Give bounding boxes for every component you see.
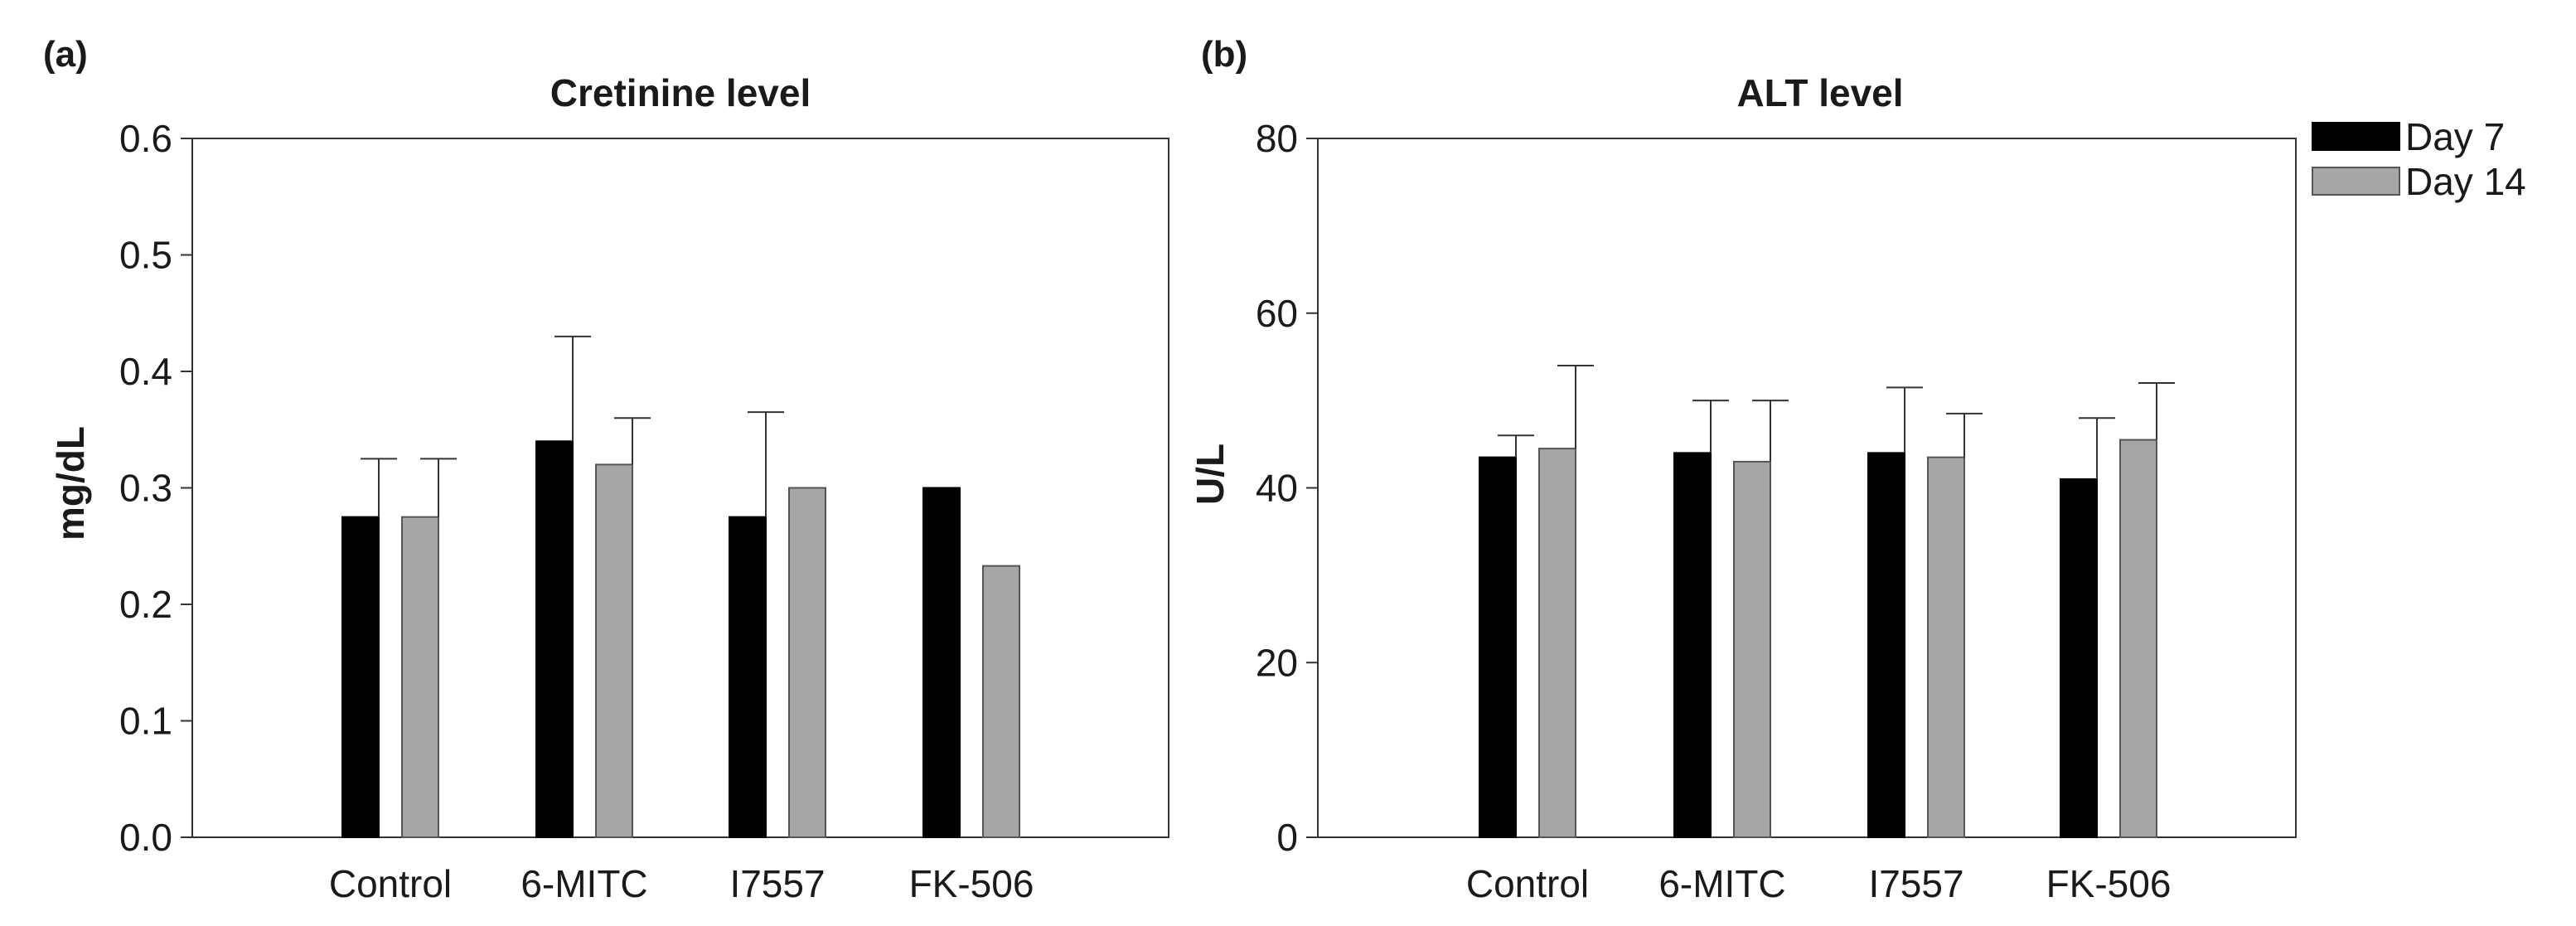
panel-a-title: Cretinine level — [550, 71, 811, 114]
panel-a-bar-day-14-fk-506 — [982, 565, 1020, 838]
panel-b-y-tick-label: 80 — [1256, 117, 1298, 160]
panel-b-x-tick-label-i7557: I7557 — [1868, 862, 1963, 905]
panel-b-title: ALT level — [1736, 71, 1903, 114]
panel-b-y-tick-label: 40 — [1256, 467, 1298, 510]
panel-a: (a) Cretinine level mg/dL 0.00.10.20.30.… — [43, 34, 1169, 905]
panel-a-plot-frame — [191, 138, 1169, 838]
panel-a-bar-day-7-i7557 — [729, 516, 767, 838]
panel-b-bar-day-7-fk-506 — [2060, 478, 2098, 839]
panel-b-label: (b) — [1201, 34, 1247, 75]
panel-a-y-axis-label: mg/dL — [49, 426, 92, 541]
panel-a-y-tick-label: 0.1 — [119, 700, 172, 743]
panel-a-label: (a) — [43, 34, 88, 75]
panel-b-y-tick-label: 60 — [1256, 292, 1298, 335]
panel-a-x-tick-label-control: Control — [329, 862, 452, 905]
panel-b-x-tick-label-fk-506: FK-506 — [2046, 862, 2172, 905]
panel-b-x-tick-label-control: Control — [1466, 862, 1589, 905]
legend-label-day-14: Day 14 — [2405, 160, 2526, 203]
panel-a-bar-day-14-i7557 — [788, 487, 826, 838]
panel-b-bar-day-14-fk-506 — [2119, 439, 2157, 838]
panel-a-y-tick-label: 0.5 — [119, 234, 172, 277]
panel-a-bar-day-7-control — [341, 516, 380, 838]
panel-b-bar-day-14-6-mitc — [1733, 460, 1771, 838]
panel-a-bar-day-7-6-mitc — [535, 440, 574, 838]
legend-swatch-day-7 — [2312, 122, 2400, 151]
panel-a-y-tick-label: 0.2 — [119, 583, 172, 626]
panel-b-axes: 0 20 40 60 80 Control 6-MITC I7557 FK-506 — [1256, 117, 2175, 905]
panel-b-y-tick-label: 20 — [1256, 641, 1298, 684]
panel-a-x-tick-label-i7557: I7557 — [729, 862, 825, 905]
panel-b-y-axis-label: U/L — [1189, 444, 1232, 505]
legend-label-day-7: Day 7 — [2405, 115, 2505, 158]
panel-a-y-tick-label: 0.4 — [119, 350, 172, 393]
panel-a-x-tick-label-fk-506: FK-506 — [909, 862, 1034, 905]
panel-a-axes: 0.0 0.1 0.2 0.3 0.4 0.5 0.6 Control 6-MITC I7557 F… — [119, 117, 1034, 905]
panel-b-bar-day-7-control — [1479, 456, 1517, 839]
panel-a-y-tick-label: 0.0 — [119, 816, 172, 859]
panel-b-bar-day-7-6-mitc — [1673, 452, 1712, 838]
panel-a-bar-day-7-fk-506 — [922, 487, 961, 838]
legend-swatch-day-14 — [2312, 167, 2400, 196]
panel-b-bar-day-7-i7557 — [1867, 452, 1905, 838]
panel-b-x-tick-label-6-mitc: 6-MITC — [1658, 862, 1785, 905]
panel-b: (b) ALT level U/L 0 20 40 60 80 Control 6-MITC… — [1189, 34, 2297, 905]
panel-a-bar-day-14-control — [401, 516, 439, 838]
legend: Day 7 Day 14 — [2312, 115, 2526, 203]
panel-b-bar-day-14-i7557 — [1927, 456, 1965, 839]
panel-a-x-tick-label-6-mitc: 6-MITC — [521, 862, 647, 905]
panel-a-bar-day-14-6-mitc — [595, 463, 633, 839]
panel-a-y-tick-label: 0.3 — [119, 467, 172, 510]
panel-b-y-tick-label: 0 — [1276, 816, 1298, 859]
panel-b-bar-day-14-control — [1538, 448, 1576, 838]
panel-a-y-tick-label: 0.6 — [119, 117, 172, 160]
